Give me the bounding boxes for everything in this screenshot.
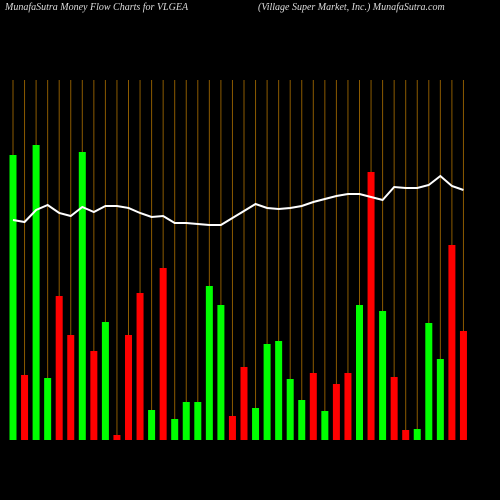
bar (344, 373, 352, 440)
chart-title: MunafaSutra Money Flow Charts for VLGEA (4, 2, 189, 13)
bar (148, 410, 156, 440)
bar (171, 419, 179, 440)
bar (413, 429, 421, 440)
bar (228, 416, 236, 440)
bar (136, 293, 144, 440)
bar (90, 351, 98, 440)
bar (9, 155, 17, 440)
bar (78, 152, 86, 440)
bar (32, 145, 40, 440)
bar (263, 344, 271, 440)
bar (286, 379, 294, 440)
bar (379, 311, 387, 440)
money-flow-line (12, 174, 464, 226)
bar (356, 305, 363, 440)
bar (67, 335, 75, 440)
bar (390, 377, 398, 440)
bar (44, 378, 52, 440)
bar (252, 408, 260, 440)
bar (159, 268, 167, 440)
bar (125, 335, 132, 440)
bar (436, 359, 444, 440)
bar (402, 430, 410, 440)
bar (321, 411, 329, 440)
bar (275, 341, 283, 440)
bar (217, 305, 225, 440)
bar (425, 323, 433, 440)
bar (448, 245, 456, 440)
bar (298, 400, 306, 440)
bar (194, 402, 202, 440)
bar (367, 172, 375, 440)
bar (55, 296, 63, 440)
bar (182, 402, 190, 440)
bar (309, 373, 317, 440)
bar (21, 375, 29, 440)
bar (332, 384, 340, 440)
bar (101, 322, 109, 440)
bar (459, 331, 467, 440)
bar (205, 286, 213, 440)
chart-subtitle: (Village Super Market, Inc.) MunafaSutra… (258, 2, 445, 13)
bar (240, 367, 248, 440)
bar (113, 435, 121, 440)
